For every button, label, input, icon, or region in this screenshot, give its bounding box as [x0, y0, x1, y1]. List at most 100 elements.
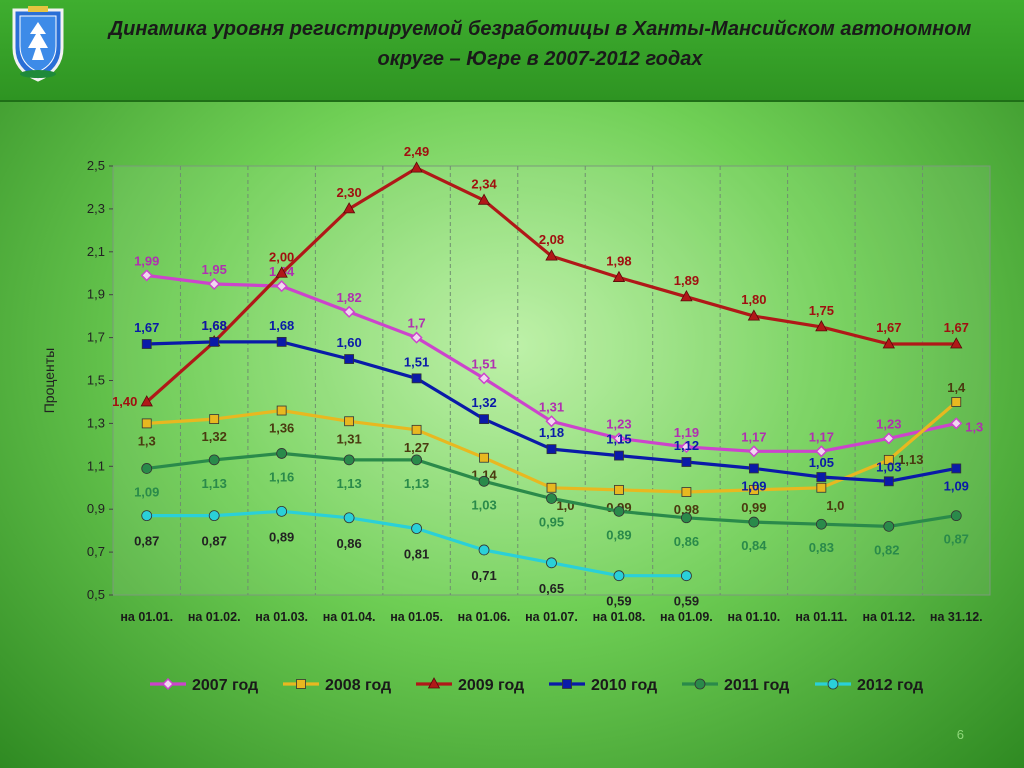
data-label: 0,98 [674, 502, 699, 517]
data-label: 1,13 [202, 476, 227, 491]
data-point [613, 570, 625, 582]
plot-area [112, 165, 991, 596]
legend-marker [562, 679, 572, 689]
data-label: 1,27 [404, 440, 429, 455]
data-label: 1,82 [336, 290, 361, 305]
data-label: 1,67 [134, 320, 159, 335]
data-label: 1,98 [606, 254, 631, 269]
data-label: 0,84 [741, 538, 767, 553]
data-point [748, 463, 759, 474]
y-tick-label: 2,5 [87, 158, 105, 173]
data-label: 0,87 [134, 534, 159, 549]
data-point [276, 505, 288, 517]
data-label: 1,09 [944, 478, 969, 493]
data-label: 0,71 [471, 568, 496, 583]
legend-label: 2007 год [192, 677, 258, 694]
data-label: 2,08 [539, 232, 564, 247]
data-label: 1,23 [876, 416, 901, 431]
x-tick-label: на 01.08. [593, 610, 646, 624]
data-point [681, 570, 692, 582]
data-point [343, 305, 356, 318]
data-point [141, 339, 152, 349]
legend-label: 2011 год [724, 677, 789, 694]
x-tick-label: на 01.07. [525, 610, 578, 624]
y-axis-label: Проценты [41, 348, 57, 414]
data-point [209, 414, 220, 425]
data-point [342, 202, 356, 214]
legend-label: 2009 год [458, 677, 524, 694]
data-label: 2,49 [404, 144, 429, 159]
data-point [275, 280, 288, 293]
chart-area: 0,5 0,7 0,9 1,1 1,3 1,5 1,7 1,9 2,1 2,3 2,5 Процент… [40, 108, 1008, 728]
data-label: 1,23 [606, 416, 631, 431]
data-label: 2,34 [471, 176, 497, 191]
data-point [951, 463, 962, 474]
data-point [681, 487, 692, 497]
data-point [208, 510, 220, 522]
data-point [545, 415, 558, 428]
data-label: 1,60 [336, 335, 361, 350]
data-point [680, 440, 693, 454]
data-point [141, 510, 153, 522]
data-label: 1,89 [674, 273, 699, 288]
y-tick-label: 1,3 [87, 415, 105, 430]
data-point [477, 193, 491, 205]
data-label: 1,32 [471, 395, 496, 410]
data-point [546, 557, 557, 569]
data-label: 0,99 [741, 500, 766, 515]
khmao-coat-of-arms-icon [12, 6, 64, 82]
y-tick-label: 0,5 [87, 587, 105, 602]
data-label: 0,83 [809, 540, 834, 555]
data-point [410, 161, 423, 173]
data-label: 1,67 [944, 320, 969, 335]
data-point [882, 432, 895, 445]
x-tick-label: на 01.09. [660, 610, 713, 624]
data-label: 1,12 [674, 438, 699, 453]
data-point [748, 484, 759, 495]
data-label: 1,05 [809, 455, 834, 470]
data-point [815, 518, 827, 530]
data-label: 1,67 [876, 320, 901, 335]
legend-label: 2012 год [857, 677, 923, 694]
data-label: 0,81 [404, 547, 429, 562]
x-tick-label: на 01.02. [188, 610, 241, 624]
data-label: 1,68 [269, 318, 294, 333]
line-chart: 0,5 0,7 0,9 1,1 1,3 1,5 1,7 1,9 2,1 2,3 2,5 Процент… [41, 144, 991, 694]
data-point [545, 249, 558, 261]
data-label: 1,03 [471, 497, 496, 512]
data-point [411, 523, 422, 534]
x-tick-label: на 01.12. [862, 610, 915, 624]
data-point [747, 309, 761, 321]
data-point [546, 444, 557, 455]
y-tick-label: 0,9 [87, 501, 105, 516]
legend-marker [161, 677, 175, 691]
legend-marker [694, 678, 706, 690]
data-point [478, 475, 490, 487]
data-point [478, 544, 490, 556]
header-bar: Динамика уровня регистрируемой безработи… [0, 0, 1024, 102]
data-point [141, 418, 152, 429]
data-label: 0,95 [539, 514, 564, 529]
data-point [276, 448, 288, 459]
data-point [479, 452, 489, 463]
data-label: 0,87 [944, 532, 969, 547]
data-point [208, 277, 221, 291]
data-label: 1,68 [202, 318, 227, 333]
data-point [411, 373, 422, 384]
data-label: 0,89 [606, 527, 631, 542]
data-point [680, 290, 693, 302]
data-point [681, 457, 692, 467]
data-label: 1,13 [404, 476, 429, 491]
data-label: 1,19 [674, 425, 699, 440]
data-label: 1,95 [202, 262, 227, 277]
data-point [343, 512, 355, 524]
data-label: 1,99 [134, 253, 159, 268]
data-point [546, 493, 557, 504]
data-label: 1,03 [876, 459, 901, 474]
data-point [140, 395, 153, 407]
x-tick-label: на 01.06. [458, 610, 511, 624]
data-point [815, 445, 828, 458]
y-tick-label: 0,7 [87, 544, 105, 559]
data-point [816, 472, 827, 482]
